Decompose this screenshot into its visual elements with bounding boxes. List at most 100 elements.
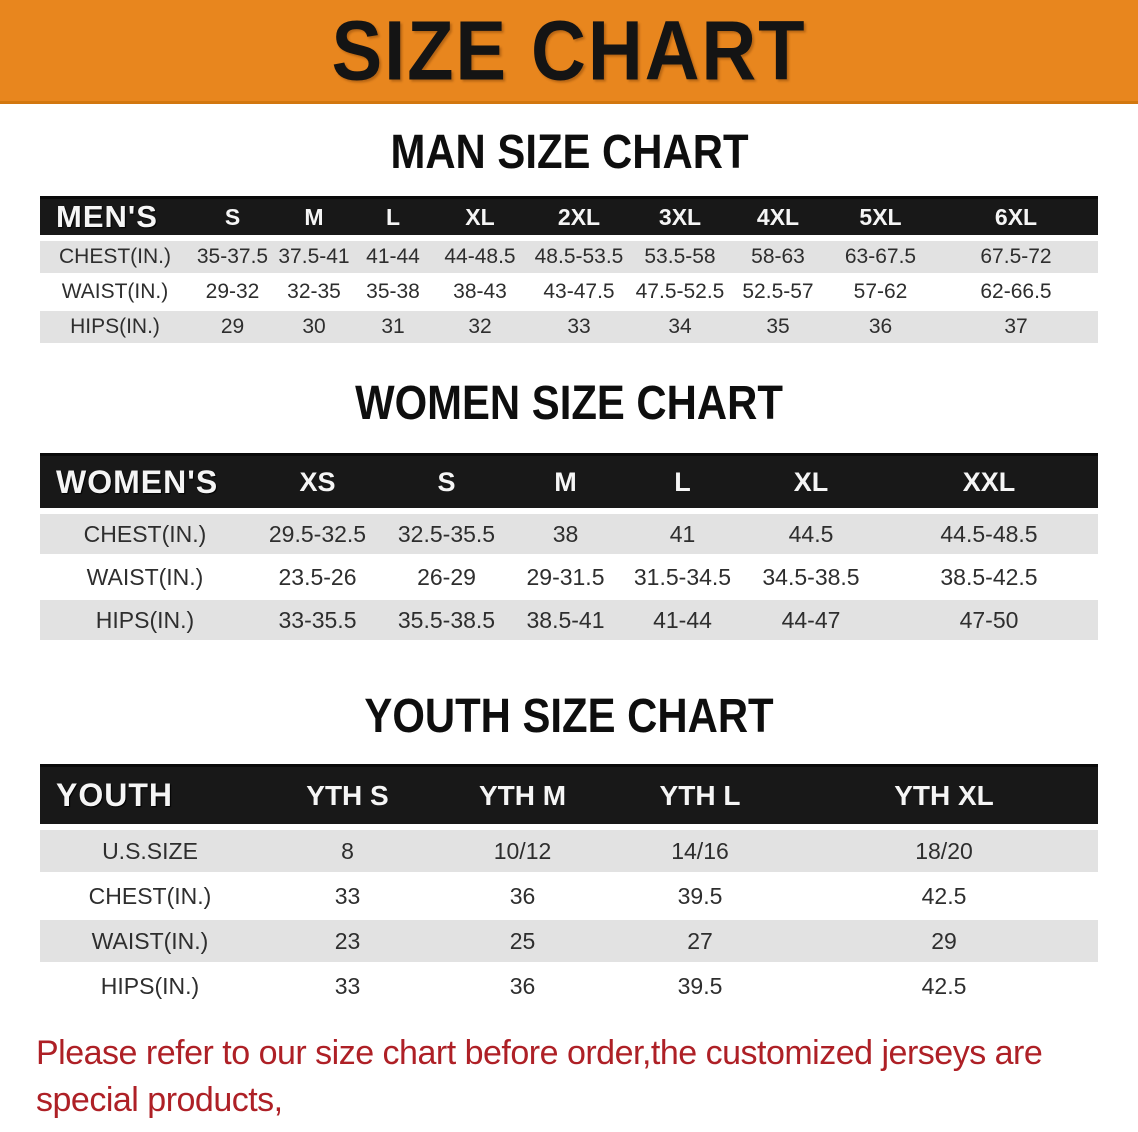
value-cell: 36 (435, 875, 610, 920)
men-header-row: MEN'S S M L XL 2XL 3XL 4XL 5XL 6XL (40, 196, 1098, 241)
men-waist-row: WAIST(IN.) 29-32 32-35 35-38 38-43 43-47… (40, 276, 1098, 311)
men-col-header: 6XL (934, 196, 1098, 241)
value-cell: 29 (790, 920, 1098, 965)
value-cell: 34 (631, 311, 729, 346)
disclaimer-line-1: Please refer to our size chart before or… (36, 1034, 1043, 1119)
value-cell: 38.5-42.5 (880, 557, 1098, 600)
men-hips-row: HIPS(IN.) 29 30 31 32 33 34 35 36 37 (40, 311, 1098, 346)
value-cell: 57-62 (827, 276, 934, 311)
value-cell: 10/12 (435, 830, 610, 875)
youth-table-label: YOUTH (40, 764, 260, 830)
women-col-header: XXL (880, 453, 1098, 514)
value-cell: 48.5-53.5 (527, 241, 631, 276)
value-cell: 8 (260, 830, 435, 875)
value-cell: 63-67.5 (827, 241, 934, 276)
value-cell: 29-32 (190, 276, 275, 311)
value-cell: 47.5-52.5 (631, 276, 729, 311)
value-cell: 47-50 (880, 600, 1098, 643)
women-header-row: WOMEN'S XS S M L XL XXL (40, 453, 1098, 514)
youth-col-header: YTH L (610, 764, 790, 830)
value-cell: 37.5-41 (275, 241, 353, 276)
value-cell: 18/20 (790, 830, 1098, 875)
youth-chest-row: CHEST(IN.) 33 36 39.5 42.5 (40, 875, 1098, 920)
disclaimer-note: Please refer to our size chart before or… (0, 1030, 1138, 1132)
row-label: CHEST(IN.) (40, 875, 260, 920)
youth-ussize-row: U.S.SIZE 8 10/12 14/16 18/20 (40, 830, 1098, 875)
value-cell: 23.5-26 (250, 557, 385, 600)
value-cell: 52.5-57 (729, 276, 827, 311)
value-cell: 62-66.5 (934, 276, 1098, 311)
row-label: HIPS(IN.) (40, 600, 250, 643)
value-cell: 32 (433, 311, 527, 346)
value-cell: 53.5-58 (631, 241, 729, 276)
value-cell: 38 (508, 514, 623, 557)
men-chest-row: CHEST(IN.) 35-37.5 37.5-41 41-44 44-48.5… (40, 241, 1098, 276)
value-cell: 33 (260, 875, 435, 920)
value-cell: 38-43 (433, 276, 527, 311)
value-cell: 23 (260, 920, 435, 965)
value-cell: 38.5-41 (508, 600, 623, 643)
value-cell: 29 (190, 311, 275, 346)
value-cell: 42.5 (790, 965, 1098, 1010)
youth-col-header: YTH XL (790, 764, 1098, 830)
value-cell: 26-29 (385, 557, 508, 600)
value-cell: 29-31.5 (508, 557, 623, 600)
women-col-header: S (385, 453, 508, 514)
value-cell: 41-44 (623, 600, 742, 643)
youth-waist-row: WAIST(IN.) 23 25 27 29 (40, 920, 1098, 965)
men-section-heading: MAN SIZE CHART (0, 126, 1138, 178)
men-col-header: 5XL (827, 196, 934, 241)
value-cell: 32.5-35.5 (385, 514, 508, 557)
row-label: WAIST(IN.) (40, 920, 260, 965)
women-chest-row: CHEST(IN.) 29.5-32.5 32.5-35.5 38 41 44.… (40, 514, 1098, 557)
women-hips-row: HIPS(IN.) 33-35.5 35.5-38.5 38.5-41 41-4… (40, 600, 1098, 643)
value-cell: 42.5 (790, 875, 1098, 920)
men-table-label: MEN'S (40, 196, 190, 241)
value-cell: 31.5-34.5 (623, 557, 742, 600)
men-col-header: 3XL (631, 196, 729, 241)
value-cell: 37 (934, 311, 1098, 346)
value-cell: 35-38 (353, 276, 433, 311)
row-label: CHEST(IN.) (40, 241, 190, 276)
men-col-header: L (353, 196, 433, 241)
value-cell: 35 (729, 311, 827, 346)
value-cell: 44-47 (742, 600, 880, 643)
women-col-header: XL (742, 453, 880, 514)
value-cell: 32-35 (275, 276, 353, 311)
youth-size-table: YOUTH YTH S YTH M YTH L YTH XL U.S.SIZE … (40, 764, 1098, 1010)
men-col-header: XL (433, 196, 527, 241)
men-col-header: S (190, 196, 275, 241)
row-label: WAIST(IN.) (40, 557, 250, 600)
women-waist-row: WAIST(IN.) 23.5-26 26-29 29-31.5 31.5-34… (40, 557, 1098, 600)
value-cell: 27 (610, 920, 790, 965)
value-cell: 44.5-48.5 (880, 514, 1098, 557)
men-size-table: MEN'S S M L XL 2XL 3XL 4XL 5XL 6XL CHEST… (40, 196, 1098, 346)
value-cell: 35-37.5 (190, 241, 275, 276)
value-cell: 58-63 (729, 241, 827, 276)
row-label: WAIST(IN.) (40, 276, 190, 311)
value-cell: 39.5 (610, 875, 790, 920)
value-cell: 36 (435, 965, 610, 1010)
youth-col-header: YTH M (435, 764, 610, 830)
value-cell: 67.5-72 (934, 241, 1098, 276)
value-cell: 33-35.5 (250, 600, 385, 643)
men-col-header: 4XL (729, 196, 827, 241)
women-table-label: WOMEN'S (40, 453, 250, 514)
row-label: CHEST(IN.) (40, 514, 250, 557)
value-cell: 29.5-32.5 (250, 514, 385, 557)
youth-hips-row: HIPS(IN.) 33 36 39.5 42.5 (40, 965, 1098, 1010)
value-cell: 34.5-38.5 (742, 557, 880, 600)
youth-section-heading: YOUTH SIZE CHART (0, 690, 1138, 742)
youth-col-header: YTH S (260, 764, 435, 830)
value-cell: 39.5 (610, 965, 790, 1010)
value-cell: 31 (353, 311, 433, 346)
disclaimer-line-2: we don't accept cancel, change, teturn o… (36, 1124, 1138, 1132)
value-cell: 30 (275, 311, 353, 346)
value-cell: 44-48.5 (433, 241, 527, 276)
value-cell: 35.5-38.5 (385, 600, 508, 643)
value-cell: 43-47.5 (527, 276, 631, 311)
women-col-header: M (508, 453, 623, 514)
men-col-header: M (275, 196, 353, 241)
value-cell: 33 (260, 965, 435, 1010)
value-cell: 25 (435, 920, 610, 965)
